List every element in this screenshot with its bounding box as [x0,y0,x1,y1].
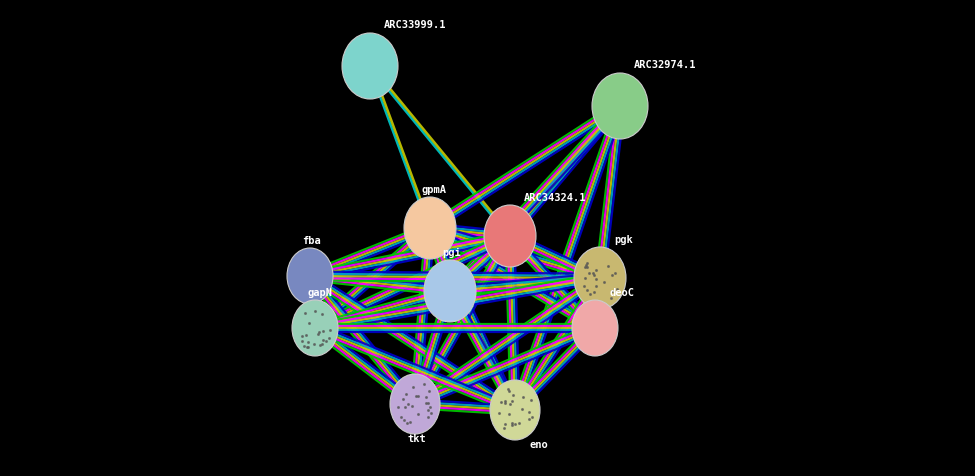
Ellipse shape [574,247,626,309]
Ellipse shape [342,33,398,99]
Ellipse shape [490,380,540,440]
Text: gpmA: gpmA [422,185,447,195]
Ellipse shape [424,260,476,322]
Ellipse shape [572,300,618,356]
Ellipse shape [484,205,536,267]
Text: ARC34324.1: ARC34324.1 [524,193,587,203]
Ellipse shape [592,73,648,139]
Text: eno: eno [529,440,548,450]
Ellipse shape [292,300,338,356]
Text: pgk: pgk [614,235,633,245]
Text: ARC32974.1: ARC32974.1 [634,60,696,70]
Text: tkt: tkt [407,434,426,444]
Text: ARC33999.1: ARC33999.1 [384,20,447,30]
Text: pgi: pgi [442,248,461,258]
Text: fba: fba [302,236,321,246]
Ellipse shape [287,248,333,304]
Text: deoC: deoC [609,288,634,298]
Text: gapN: gapN [307,288,332,298]
Ellipse shape [404,197,456,259]
Ellipse shape [390,374,440,434]
